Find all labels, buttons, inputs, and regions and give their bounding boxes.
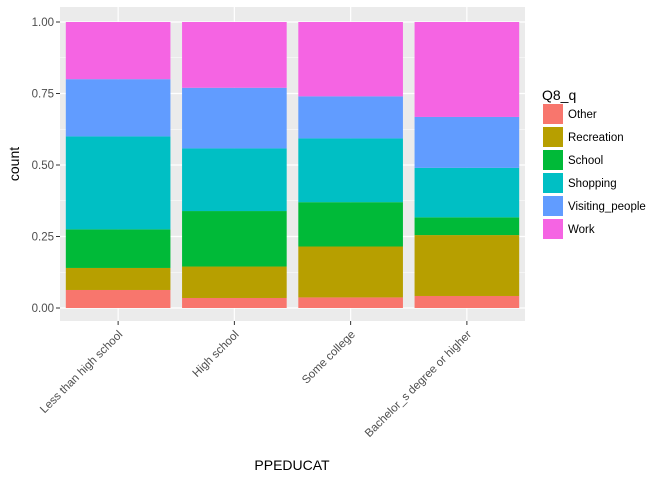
bar-segment (65, 229, 171, 268)
bar-segment (414, 235, 520, 296)
bar-segment (414, 295, 520, 308)
legend-label: Other (568, 109, 597, 121)
bar-segment (414, 116, 520, 168)
bar-segment (65, 267, 171, 290)
bar-segment (298, 297, 403, 308)
bar-segment (65, 289, 171, 308)
bar-segment (414, 167, 520, 218)
y-tick-label: 0.50 (32, 160, 54, 172)
bar-segment (182, 22, 287, 88)
bars (65, 22, 520, 308)
legend-label: Shopping (568, 178, 617, 190)
bar-segment (182, 266, 287, 298)
x-tick-label: Less than high school (38, 329, 125, 416)
y-tick-label: 0.75 (32, 89, 54, 101)
legend-key (543, 219, 563, 239)
x-tick-label: High school (191, 329, 242, 380)
legend-label: School (568, 155, 603, 167)
bar-segment (298, 246, 403, 298)
bar-segment (414, 22, 520, 117)
bar-segment (65, 79, 171, 137)
y-tick-label: 0.00 (32, 303, 54, 315)
bar-segment (182, 211, 287, 267)
bar-segment (182, 297, 287, 308)
bar-segment (298, 202, 403, 247)
bar-segment (65, 136, 171, 230)
bar-segment (65, 22, 171, 80)
bar-segment (414, 217, 520, 236)
legend-key (543, 150, 563, 170)
bar-segment (298, 138, 403, 203)
bar-segment (298, 96, 403, 139)
bar-segment (182, 87, 287, 149)
x-tick-label: Some college (300, 329, 358, 387)
y-axis: 0.00 0.25 0.50 0.75 1.00 (32, 17, 60, 315)
legend-title: Q8_q (542, 87, 576, 103)
y-tick-label: 1.00 (32, 17, 54, 29)
legend-label: Visiting_people (568, 201, 646, 213)
y-axis-title: count (6, 147, 22, 181)
x-axis: Less than high school High school Some col… (38, 321, 474, 440)
legend-key (543, 127, 563, 147)
x-axis-title: PPEDUCAT (254, 457, 330, 473)
bar-segment (298, 22, 403, 97)
x-tick-label: Bachelor_s degree or higher (363, 329, 474, 440)
y-tick-label: 0.25 (32, 232, 54, 244)
bar-segment (182, 148, 287, 212)
legend-label: Recreation (568, 132, 624, 144)
legend-label: Work (568, 224, 595, 236)
legend-key (543, 196, 563, 216)
legend: Q8_q Other Recreation School Shopping Visiti… (542, 87, 646, 239)
legend-key (543, 173, 563, 193)
legend-key (543, 104, 563, 124)
